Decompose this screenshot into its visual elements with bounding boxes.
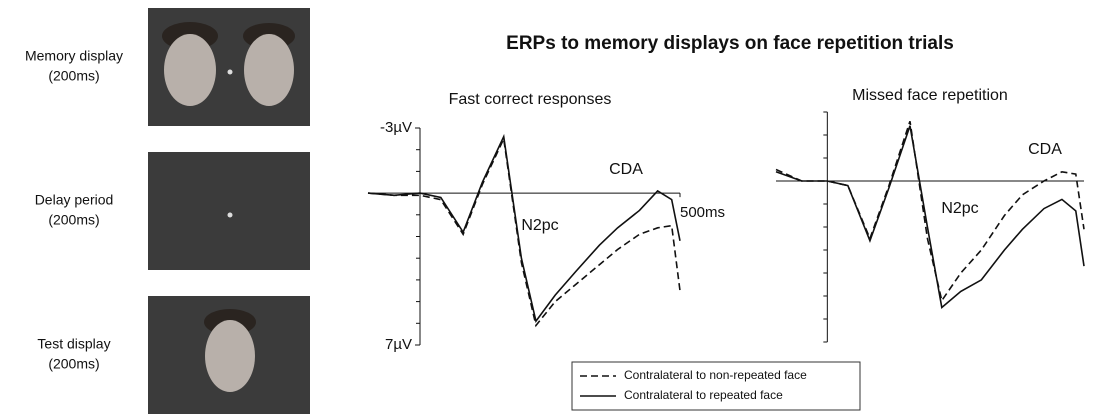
annotation: CDA (1028, 141, 1062, 158)
chart-title: Fast correct responses (449, 91, 612, 108)
figure-title: ERPs to memory displays on face repetiti… (506, 33, 954, 54)
annotation: N2pc (521, 217, 558, 234)
legend-label: Contralateral to non-repeated face (624, 368, 807, 382)
delay-period-image (148, 152, 310, 270)
stimulus-duration: (200ms) (48, 68, 99, 84)
stimulus-label: Delay period (35, 192, 114, 208)
stimulus-duration: (200ms) (48, 356, 99, 372)
y-tick-label: -3µV (380, 119, 412, 136)
test-display-image (148, 296, 310, 414)
chart-title: Missed face repetition (852, 87, 1008, 104)
stimulus-label: Memory display (25, 48, 123, 64)
annotation: CDA (609, 161, 643, 178)
legend-label: Contralateral to repeated face (624, 388, 783, 402)
y-tick-label: 7µV (385, 336, 412, 353)
stimulus-duration: (200ms) (48, 212, 99, 228)
memory-display-image (148, 8, 310, 126)
annotation: N2pc (941, 200, 978, 217)
x-tick-label: 500ms (680, 204, 725, 221)
figure: ERPs to memory displays on face repetiti… (0, 0, 1096, 416)
stimulus-label: Test display (37, 336, 110, 352)
